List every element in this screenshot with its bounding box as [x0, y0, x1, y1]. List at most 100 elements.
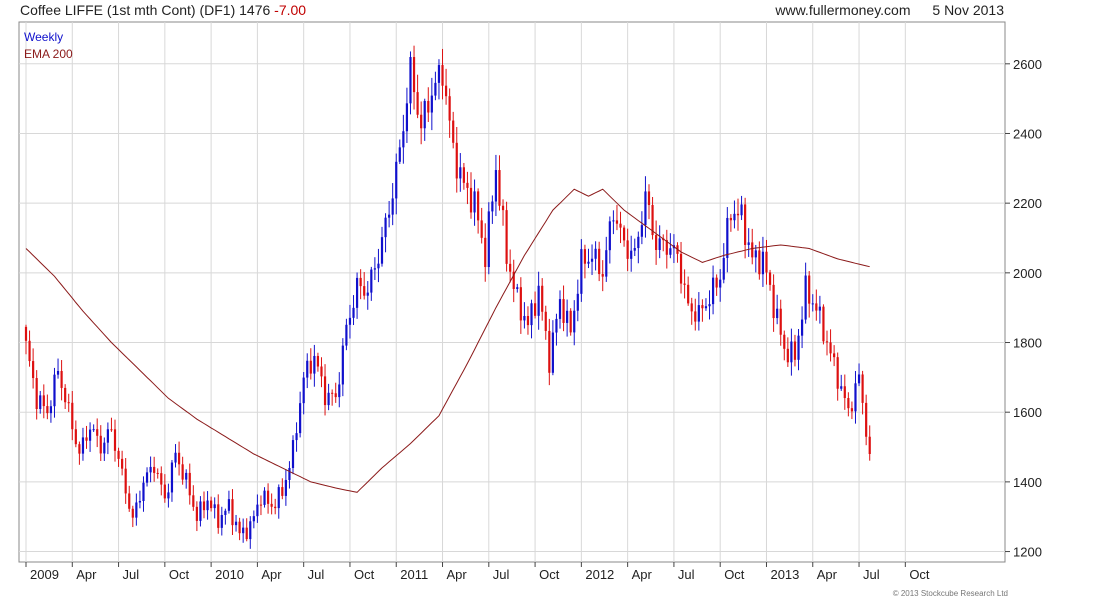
candle-body — [622, 227, 626, 241]
candle-body — [352, 307, 355, 318]
candle-body — [779, 308, 782, 335]
candle-body — [92, 429, 95, 431]
candle-body — [793, 341, 797, 360]
y-tick-label: 2000 — [1013, 266, 1042, 281]
candle-body — [181, 464, 184, 480]
candle-body — [797, 335, 800, 360]
candle-body — [704, 306, 708, 309]
x-tick-label: Jul — [123, 567, 140, 582]
candle-body — [608, 221, 611, 251]
x-tick-label: Oct — [169, 567, 190, 582]
candle-body — [533, 303, 537, 316]
y-tick-label: 1600 — [1013, 405, 1042, 420]
candle-body — [64, 387, 67, 403]
candle-body — [555, 318, 558, 333]
candle-body — [444, 85, 448, 97]
candle-body — [220, 514, 223, 528]
candle-body — [327, 392, 330, 406]
candle-body — [519, 287, 522, 321]
price-change: -7.00 — [274, 2, 307, 18]
copyright-credit: © 2013 Stockcube Research Ltd — [892, 589, 1008, 598]
candle-body — [509, 263, 512, 272]
candle-body — [437, 65, 441, 83]
candle-body — [402, 131, 405, 148]
candle-body — [49, 406, 53, 414]
site-link[interactable]: www.fullermoney.com — [775, 2, 911, 18]
candle-body — [651, 205, 654, 236]
candle-body — [548, 330, 551, 373]
candle-body — [491, 201, 494, 212]
instrument-title: Coffee LIFFE (1st mth Cont) (DF1) 1476 — [20, 2, 271, 18]
candle-body — [868, 436, 871, 454]
candle-body — [331, 392, 334, 394]
candle-body — [551, 332, 554, 373]
candle-body — [113, 429, 117, 451]
candle-body — [744, 204, 747, 245]
candle-body — [808, 275, 811, 304]
candle-body — [626, 240, 629, 259]
candle-body — [729, 217, 732, 221]
candle-body — [715, 277, 718, 288]
candle-body — [56, 370, 60, 375]
candle-body — [420, 114, 423, 129]
candle-body — [790, 341, 793, 363]
candle-body — [427, 100, 430, 113]
ema-200-line — [25, 188, 870, 493]
candle-body — [459, 167, 462, 179]
candle-body — [526, 315, 530, 326]
candle-body — [46, 406, 49, 414]
x-tick-label: Oct — [724, 567, 745, 582]
candle-body — [334, 393, 337, 398]
candle-body — [78, 444, 81, 454]
x-axis: 2009 Apr Jul Oct 2010 Apr Jul Oct 2011 Apr Jul Oct 2… — [25, 562, 930, 582]
candle-body — [74, 429, 77, 445]
candle-body — [726, 217, 729, 259]
candle-body — [569, 310, 572, 333]
y-tick-label: 2400 — [1013, 126, 1042, 141]
candle-body — [405, 103, 409, 132]
candle-body — [302, 377, 305, 404]
candle-body — [583, 249, 587, 264]
candle-body — [708, 304, 711, 307]
candle-body — [412, 57, 416, 93]
candle-body — [96, 429, 99, 436]
candle-body — [377, 263, 380, 269]
candle-body — [558, 299, 562, 319]
candle-body — [42, 395, 45, 407]
candle-body — [434, 82, 437, 96]
candle-body — [711, 277, 715, 305]
candle-body — [605, 250, 608, 277]
x-tick-label: Oct — [909, 567, 930, 582]
candle-body — [722, 258, 725, 280]
candle-body — [163, 484, 166, 499]
candle-body — [195, 506, 198, 521]
x-tick-label: Apr — [817, 567, 838, 582]
candle-body — [494, 170, 498, 202]
candle-body — [295, 433, 298, 441]
candle-body — [259, 504, 263, 506]
candle-body — [843, 386, 846, 399]
y-tick-label: 1400 — [1013, 475, 1042, 490]
candle-body — [391, 198, 394, 215]
candle-body — [291, 440, 295, 468]
candle-body — [751, 242, 754, 258]
candle-body — [206, 500, 209, 511]
candle-body — [320, 366, 323, 377]
candle-body — [683, 283, 686, 285]
candle-body — [170, 462, 174, 493]
candle-body — [512, 271, 515, 289]
y-tick-label: 2200 — [1013, 196, 1042, 211]
candle-body — [249, 521, 252, 540]
candle-body — [384, 217, 387, 238]
candle-body — [765, 251, 768, 273]
candle-body — [484, 237, 487, 268]
candle-body — [71, 402, 74, 430]
candle-body — [313, 355, 316, 374]
candle-body — [655, 235, 658, 251]
candle-body — [409, 57, 412, 104]
candle-body — [299, 403, 302, 434]
candle-body — [32, 361, 35, 379]
candle-body — [811, 303, 814, 305]
candle-body — [619, 223, 622, 228]
